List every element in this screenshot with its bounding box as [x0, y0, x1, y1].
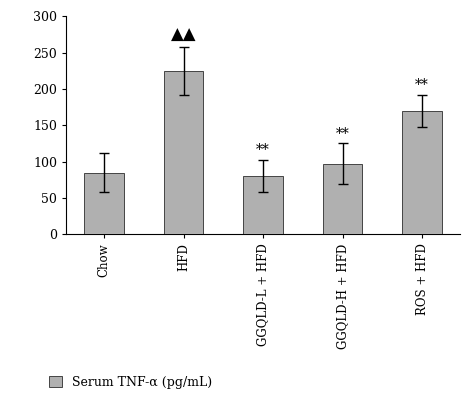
Bar	[323, 164, 363, 234]
Bar	[84, 173, 124, 234]
Bar	[164, 71, 203, 234]
Text: **: **	[415, 78, 429, 92]
Legend: Serum TNF-α (pg/mL): Serum TNF-α (pg/mL)	[44, 371, 217, 394]
Bar	[243, 176, 283, 234]
Text: ▲▲: ▲▲	[171, 27, 196, 44]
Text: **: **	[336, 126, 349, 141]
Text: **: **	[256, 143, 270, 157]
Bar	[402, 111, 442, 234]
